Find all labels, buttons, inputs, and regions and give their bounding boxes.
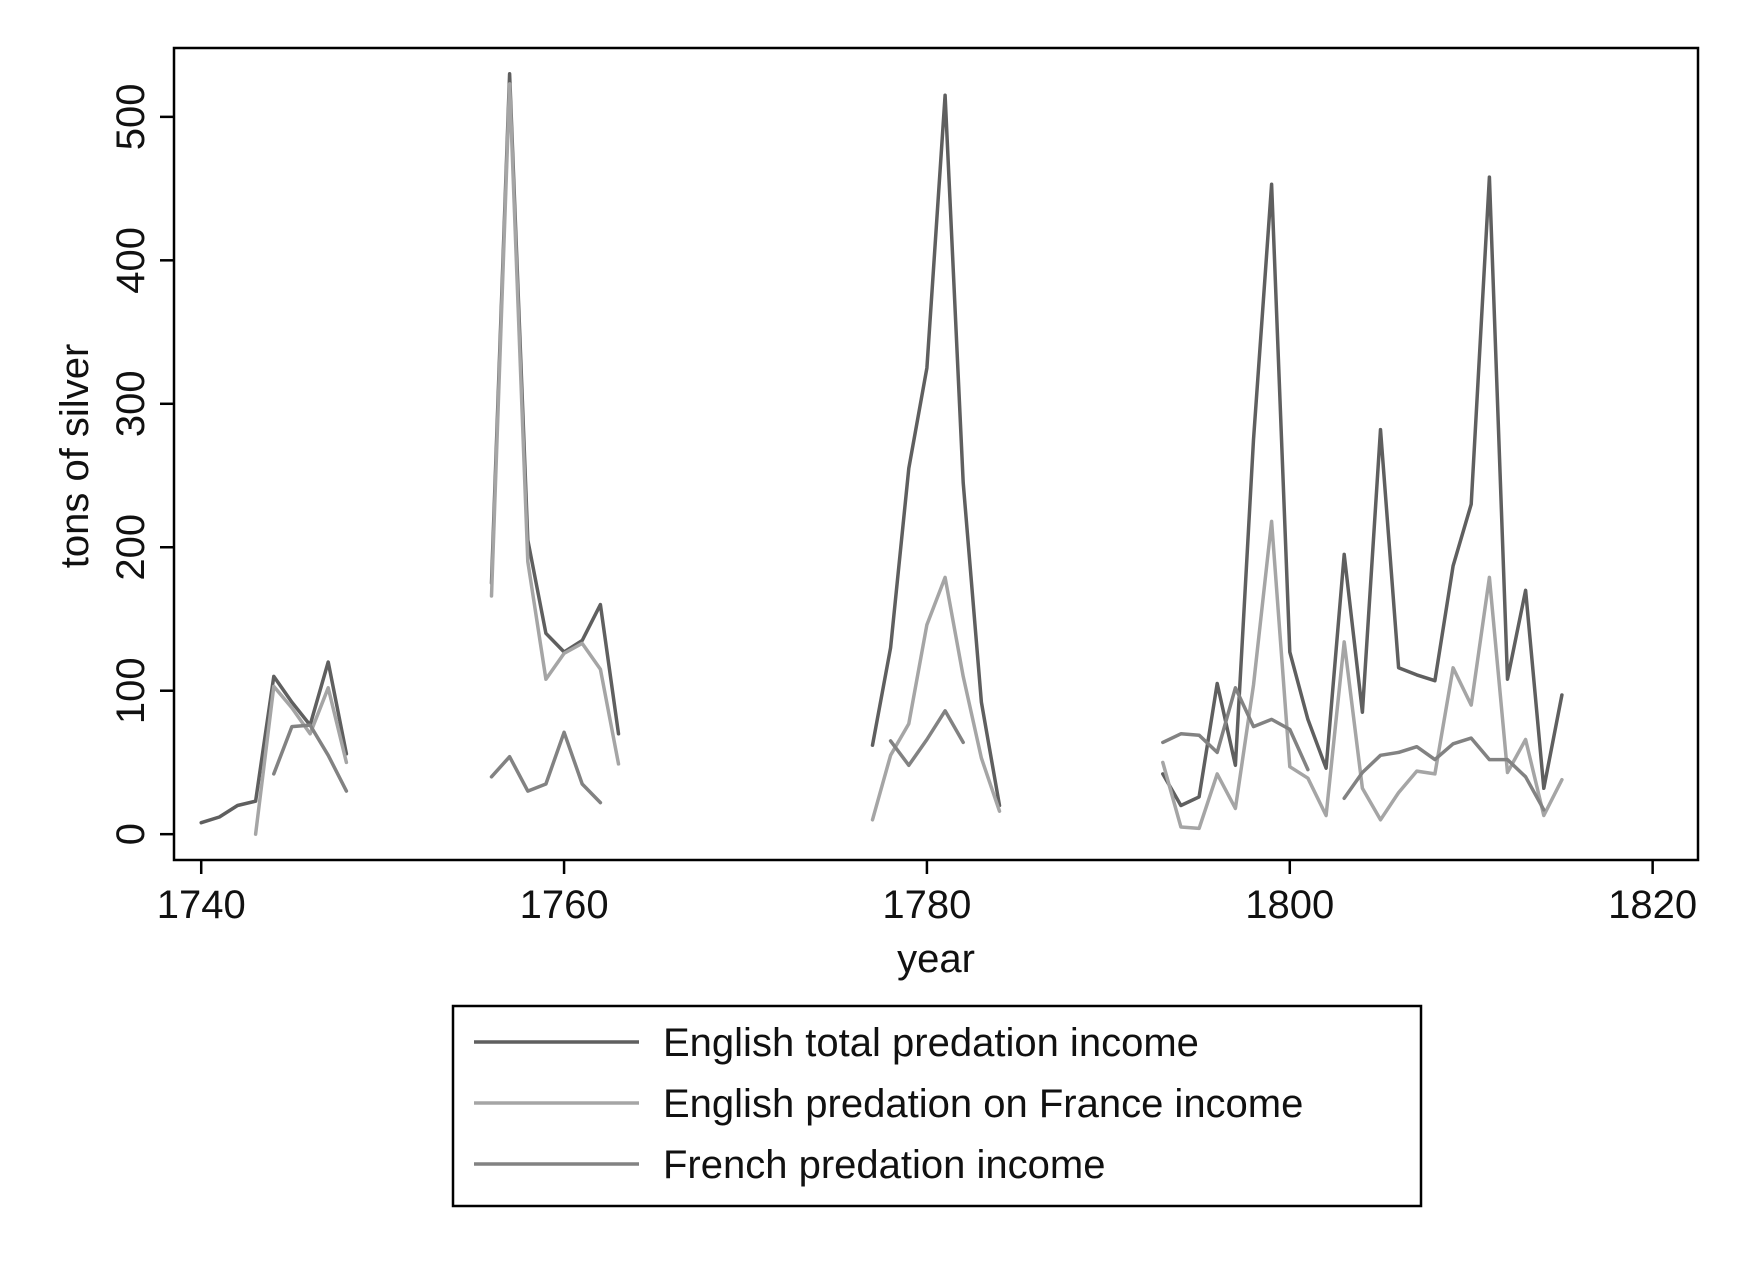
series-2-line-segment-3	[870, 575, 1002, 822]
series-3-line-segment-3	[888, 709, 965, 768]
series-3-line-segment-1	[272, 723, 349, 793]
legend-label-1: English total predation income	[663, 1021, 1199, 1065]
y-axis: 0 100 200 300 400 500	[109, 83, 174, 845]
y-tick-label: 500	[109, 83, 153, 150]
y-tick-label: 100	[109, 657, 153, 724]
series-layer	[199, 72, 1564, 836]
series-3-line-segment-4	[1161, 686, 1310, 772]
series-1-line-segment-3	[870, 93, 1002, 808]
x-tick-label: 1780	[882, 883, 971, 927]
legend-box	[451, 1004, 1423, 1208]
series-3	[272, 686, 1546, 812]
legend-label-3: French predation income	[663, 1143, 1105, 1187]
x-tick-label: 1760	[520, 883, 609, 927]
x-tick-label: 1800	[1245, 883, 1334, 927]
series-1-line-segment-1	[199, 660, 349, 825]
y-tick-label: 200	[109, 514, 153, 581]
y-tick-label: 300	[109, 370, 153, 437]
y-tick-label: 0	[109, 823, 153, 845]
x-axis: 1740 1760 1780 1800 1820	[157, 860, 1697, 927]
legend-label-2: English predation on France income	[663, 1082, 1303, 1126]
x-axis-label: year	[897, 937, 975, 981]
series-2-line-segment-1	[253, 684, 349, 836]
y-tick-label: 400	[109, 227, 153, 294]
series-2	[253, 82, 1564, 836]
x-tick-label: 1820	[1608, 883, 1697, 927]
series-3-line-segment-5	[1342, 736, 1546, 812]
series-3-line-segment-2	[489, 730, 603, 805]
x-tick-label: 1740	[157, 883, 246, 927]
y-axis-label: tons of silver	[53, 344, 97, 569]
series-2-line-segment-2	[489, 82, 621, 766]
legend: English total predation income English pr…	[451, 1004, 1423, 1208]
plot-frame	[172, 46, 1700, 862]
series-2-line-segment-4	[1161, 519, 1564, 831]
series-1-line-segment-4	[1161, 175, 1564, 808]
